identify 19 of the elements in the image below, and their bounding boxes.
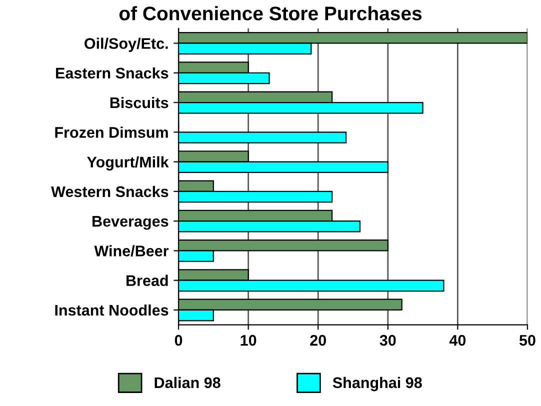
y-tick-label: Wine/Beer	[94, 245, 169, 257]
y-tick-label: Yogurt/Milk	[87, 156, 169, 171]
x-tick-label: 40	[449, 334, 466, 346]
y-tick-label: Oil/Soy/Etc.	[84, 38, 168, 52]
x-tick-label: 30	[380, 334, 396, 346]
x-tick-label: 50	[519, 334, 536, 346]
x-tick-label: 0	[174, 334, 182, 346]
y-tick-label: Beverages	[92, 216, 168, 230]
y-tick-label: Biscuits	[110, 96, 168, 108]
x-tick-label: 10	[240, 334, 256, 346]
y-tick-label: Bread	[126, 274, 168, 286]
y-tick-label: Eastern Snacks	[56, 67, 168, 79]
y-tick-label: Western Snacks	[51, 186, 168, 198]
legend-label: Shanghai 98	[332, 376, 422, 392]
y-tick-label: Instant Noodles	[55, 304, 168, 316]
chart-title: of Convenience Store Purchases	[119, 6, 422, 20]
y-tick-label: Frozen Dimsum	[55, 126, 168, 138]
legend-label: Dalian 98	[154, 376, 220, 388]
x-tick-label: 20	[310, 334, 326, 346]
